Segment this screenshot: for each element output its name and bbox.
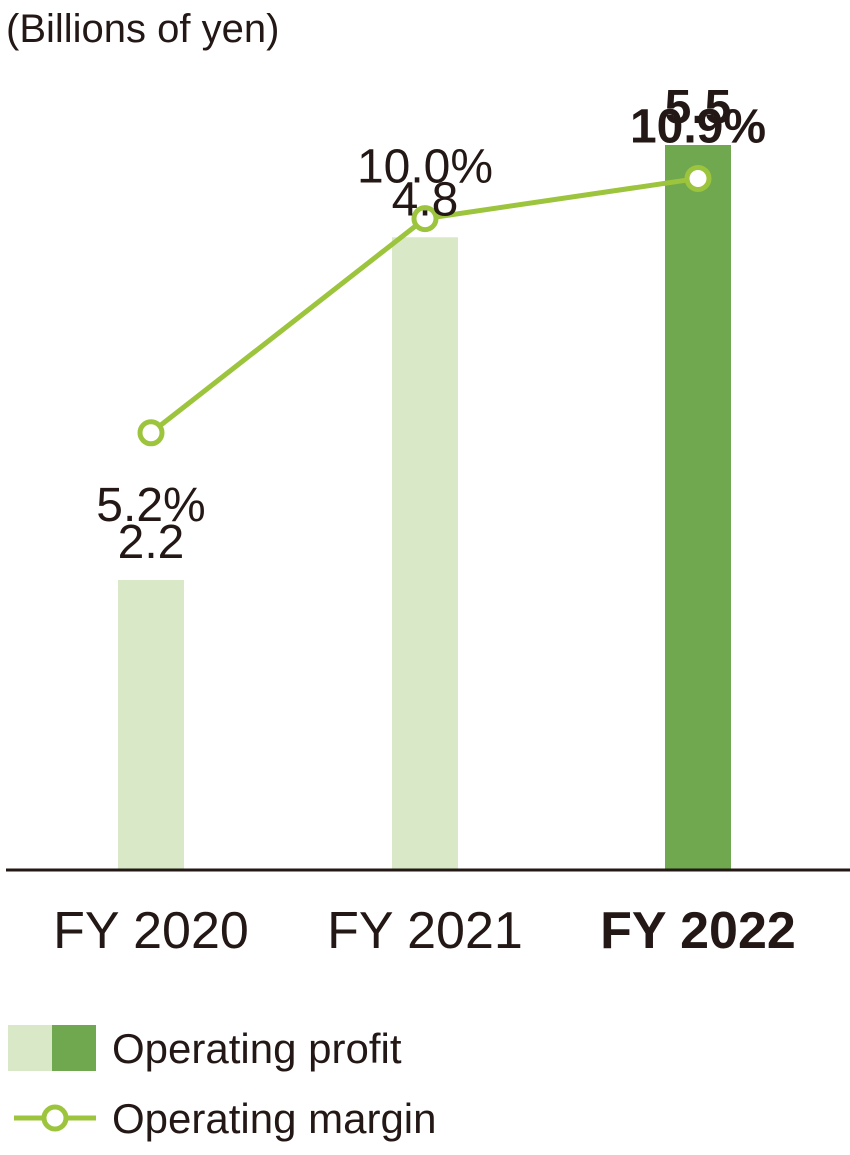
bar-value-label-2: 4.8: [392, 173, 459, 226]
bar-operating-profit-1: [118, 580, 184, 870]
margin-value-label-3: 10.9%: [630, 100, 766, 153]
x-tick-label-1: FY 2020: [53, 902, 249, 960]
unit-label: (Billions of yen): [6, 7, 279, 51]
bar-value-label-1: 2.2: [118, 516, 185, 569]
legend-swatch-profit-light: [8, 1025, 52, 1071]
margin-value-label-1: 5.2%: [96, 479, 205, 532]
x-tick-label-3: FY 2022: [600, 902, 796, 960]
legend-marker-margin: [41, 1104, 69, 1132]
legend-label-operating-margin: Operating margin: [112, 1095, 437, 1142]
margin-point-2: [411, 205, 439, 233]
bar-operating-profit-3: [665, 145, 731, 870]
legend-label-operating-profit: Operating profit: [112, 1025, 402, 1072]
margin-point-3: [684, 164, 712, 192]
bar-operating-profit-2: [392, 237, 458, 871]
x-tick-label-2: FY 2021: [327, 902, 523, 960]
legend: Operating profit Operating margin: [8, 1025, 437, 1142]
legend-swatch-profit-dark: [52, 1025, 96, 1071]
bar-value-label-3: 5.5: [665, 81, 732, 134]
margin-value-label-2: 10.0%: [357, 141, 493, 194]
margin-point-1: [137, 419, 165, 447]
